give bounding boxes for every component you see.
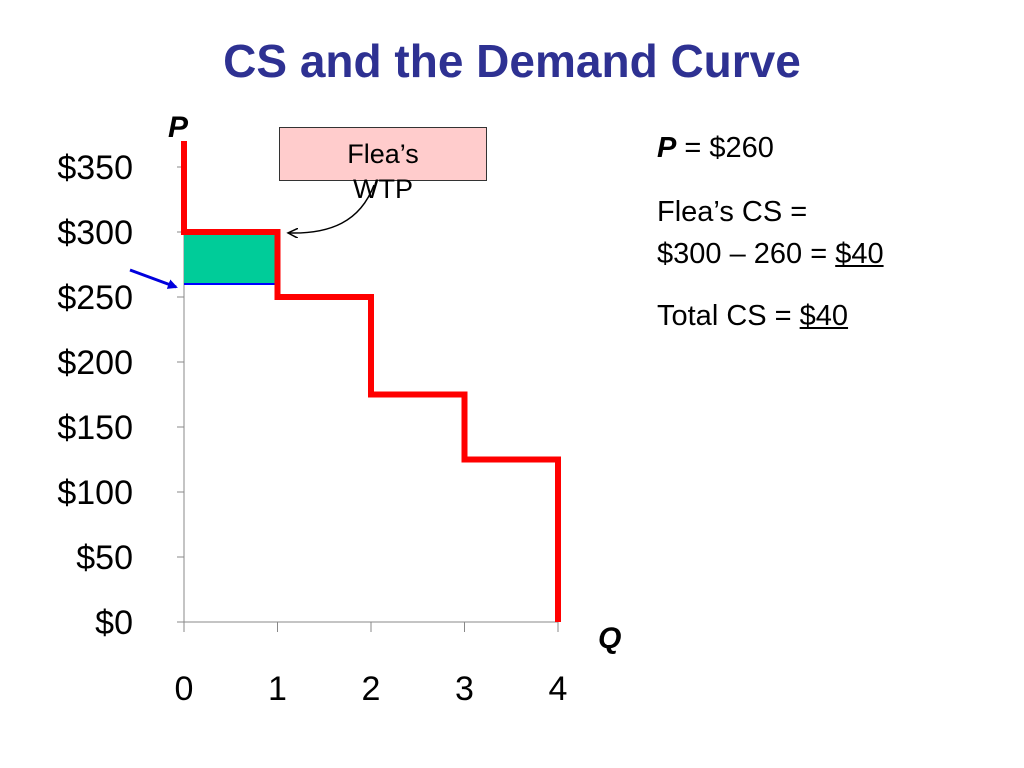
x-tick-label: 4 [549,670,568,708]
y-tick-label: $0 [95,604,133,642]
y-tick-label: $300 [57,214,133,252]
x-tick-label: 0 [175,670,194,708]
y-tick-label: $50 [76,539,133,577]
total-cs-statement: Total CS = $40 [657,298,848,334]
flea-cs-formula: $300 – 260 = [657,238,836,270]
flea-cs-calculation: $300 – 260 = $40 [657,236,884,272]
page-title: CS and the Demand Curve [223,35,801,87]
y-tick-label: $350 [57,149,133,187]
y-tick-label: $150 [57,409,133,447]
price-value: = $260 [676,132,774,164]
wtp-callout-label: Flea’s WTP [279,137,487,207]
y-axis-title: P [168,111,189,144]
x-tick-label: 3 [455,670,474,708]
y-tick-label: $100 [57,474,133,512]
wtp-pointer-arrow [289,184,375,233]
price-variable: P [657,132,677,164]
wtp-callout-box [279,127,487,181]
wtp-callout-line2: WTP [353,174,413,204]
price-statement: P = $260 [657,130,774,166]
consumer-surplus-area [184,232,278,284]
price-pointer-arrow [129,268,178,289]
y-tick-label: $250 [57,279,133,317]
total-cs-label: Total CS = [657,300,800,332]
flea-cs-label: Flea’s CS = [657,196,808,228]
x-tick-label: 2 [362,670,381,708]
x-tick-label: 1 [268,670,287,708]
x-axis-title: Q [598,622,621,655]
total-cs-value: $40 [799,300,849,332]
wtp-callout-line1: Flea’s [347,139,419,169]
demand-curve [181,141,561,622]
flea-cs-value: $40 [835,238,884,270]
y-tick-label: $200 [57,344,133,382]
